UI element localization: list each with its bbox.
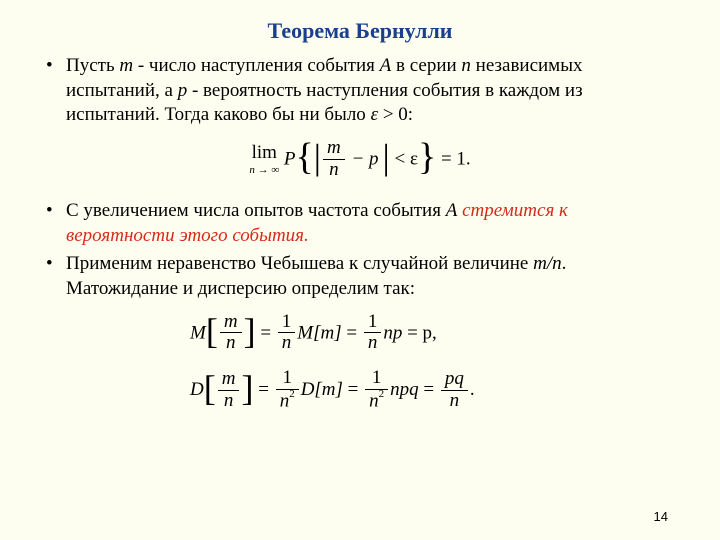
var-A: A — [380, 55, 392, 76]
frac-num: m — [323, 138, 345, 160]
var-eps: ε — [371, 104, 379, 125]
eq: = — [253, 379, 273, 400]
bracket-r: ] — [241, 369, 253, 407]
text: Применим неравенство Чебышева к случайно… — [66, 253, 533, 274]
den: n — [441, 391, 468, 412]
P: P — [284, 148, 296, 169]
den: n — [220, 333, 242, 354]
abs-left: | — [314, 138, 321, 176]
den: n — [364, 333, 382, 354]
period: . — [470, 379, 475, 400]
bracket-l: [ — [204, 369, 216, 407]
bracket-r: ] — [244, 312, 256, 350]
lim-sub: n → ∞ — [249, 164, 279, 176]
var-n: n — [461, 55, 471, 76]
minus-p: − p — [347, 148, 379, 169]
text: в серии — [391, 55, 461, 76]
num: m — [218, 369, 240, 391]
D: D — [190, 379, 204, 400]
num: 1 — [278, 312, 296, 334]
den: n2 — [276, 390, 299, 412]
num: pq — [441, 369, 468, 391]
Mm: M[m] — [297, 322, 341, 343]
num: 1 — [276, 368, 299, 390]
text: Пусть — [66, 55, 119, 76]
abs-right: | — [383, 138, 390, 176]
Dm: D[m] — [301, 379, 343, 400]
num: 1 — [365, 368, 388, 390]
den: n — [218, 391, 240, 412]
frac-den: n — [323, 160, 345, 181]
text: > 0: — [378, 104, 413, 125]
brace-left: { — [296, 138, 314, 176]
num: m — [220, 312, 242, 334]
eq: = — [256, 322, 276, 343]
text: С увеличением числа опытов частота событ… — [66, 200, 446, 221]
eq: = — [342, 322, 362, 343]
lt-eps: < ε — [390, 148, 418, 169]
var-A: A — [446, 200, 458, 221]
eq-one: = 1. — [436, 148, 470, 169]
bullet-2: С увеличением числа опытов частота событ… — [40, 199, 680, 248]
bullet-list-2: С увеличением числа опытов частота событ… — [40, 199, 680, 302]
M: M — [190, 322, 206, 343]
bullet-3: Применим неравенство Чебышева к случайно… — [40, 252, 680, 301]
den: n — [278, 333, 296, 354]
formula-expectation: M[mn] = 1nM[m] = 1nnp = p, D[mn] = 1n2D[… — [40, 312, 680, 413]
var-mn: m/n — [533, 253, 562, 274]
num: 1 — [364, 312, 382, 334]
np: np — [383, 322, 402, 343]
bracket-l: [ — [206, 312, 218, 350]
den: n2 — [365, 390, 388, 412]
lim-text: lim — [249, 142, 279, 164]
bullet-1: Пусть m - число наступления события A в … — [40, 54, 680, 128]
text: - число наступления события — [133, 55, 380, 76]
bullet-list: Пусть m - число наступления события A в … — [40, 54, 680, 128]
eq: = — [419, 379, 439, 400]
var-p: p — [178, 80, 188, 101]
brace-right: } — [418, 138, 436, 176]
eq-p: = p, — [402, 322, 436, 343]
slide: { "colors": { "background": "#fdfef0", "… — [0, 0, 720, 540]
page-number: 14 — [654, 509, 668, 524]
var-m: m — [119, 55, 133, 76]
npq: npq — [390, 379, 419, 400]
eq: = — [343, 379, 363, 400]
formula-limit: lim n → ∞ P{|mn − p| < ε} = 1. — [40, 138, 680, 181]
slide-title: Теорема Бернулли — [40, 18, 680, 44]
